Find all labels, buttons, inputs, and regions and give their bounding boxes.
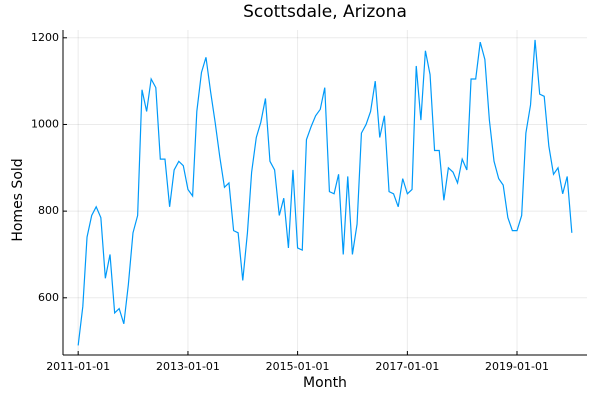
- y-tick-label: 1000: [31, 117, 59, 130]
- y-axis-label: Homes Sold: [10, 158, 26, 241]
- chart-title: Scottsdale, Arizona: [243, 2, 407, 22]
- x-tick-label: 2019-01-01: [485, 360, 549, 373]
- line: [77, 39, 573, 346]
- x-tick-label: 2015-01-01: [266, 360, 330, 373]
- x-tick-label: 2013-01-01: [156, 360, 220, 373]
- y-tick-label: 600: [38, 291, 59, 304]
- x-tick-label: 2017-01-01: [375, 360, 439, 373]
- x-tick-label: 2011-01-01: [46, 360, 110, 373]
- x-axis-label: Month: [303, 375, 347, 391]
- y-tick-label: 1200: [31, 31, 59, 44]
- y-tick-label: 800: [38, 204, 59, 217]
